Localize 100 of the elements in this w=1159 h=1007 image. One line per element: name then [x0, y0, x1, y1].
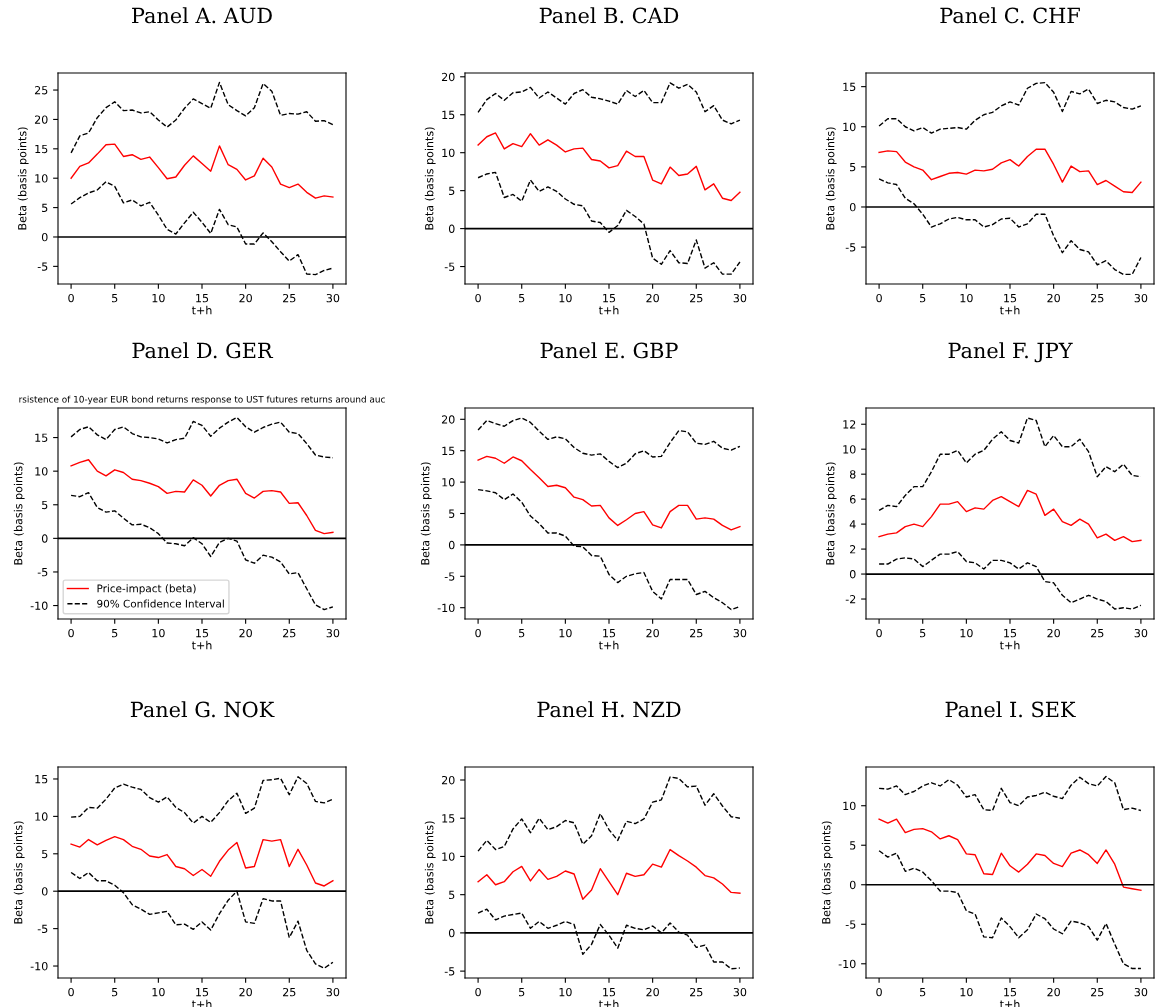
- y-tick-label: 15: [843, 82, 856, 92]
- y-tick-label: 5: [42, 500, 48, 510]
- x-tick-label: 30: [1134, 987, 1148, 997]
- y-tick-label: 20: [441, 415, 455, 424]
- x-axis-title: t+h: [999, 305, 1020, 315]
- chart-title: Panel E. GBP: [540, 342, 678, 359]
- y-tick-label: 5: [42, 203, 48, 212]
- x-tick-label: 10: [559, 293, 572, 303]
- x-tick-label: 15: [196, 294, 209, 303]
- y-axis-title: Beta (basis points): [821, 821, 833, 924]
- chart-title: Panel F. JPY: [948, 342, 1073, 363]
- x-tick-label: 30: [733, 987, 747, 997]
- x-tick-label: 20: [239, 987, 252, 997]
- y-tick-label: 5: [449, 186, 455, 196]
- y-axis-title: Beta (basis points): [13, 821, 25, 924]
- y-tick-label: -5: [37, 262, 48, 271]
- y-tick-label: 15: [442, 814, 455, 823]
- x-tick-label: 25: [690, 987, 703, 997]
- x-axis-title: t+h: [598, 640, 619, 650]
- y-axis-title: Beta (basis points): [17, 127, 29, 230]
- y-tick-label: 10: [35, 812, 48, 821]
- x-tick-label: 25: [690, 628, 703, 638]
- y-tick-label: 10: [843, 801, 856, 811]
- y-tick-label: -10: [30, 962, 48, 971]
- y-tick-label: -10: [437, 603, 455, 613]
- y-tick-label: -5: [444, 967, 455, 976]
- x-tick-label: 5: [519, 629, 525, 638]
- x-tick-label: 0: [475, 987, 481, 997]
- y-tick-label: 2: [850, 545, 856, 554]
- x-tick-label: 15: [1004, 629, 1017, 638]
- x-tick-label: 10: [559, 628, 572, 638]
- line-series: [70, 835, 334, 887]
- line-series: [477, 132, 741, 202]
- y-tick-label: 5: [850, 162, 856, 172]
- x-tick-label: 0: [68, 293, 74, 303]
- y-tick-label: -5: [845, 920, 856, 929]
- x-tick-label: 25: [1091, 628, 1104, 638]
- x-tick-label: 20: [646, 293, 659, 303]
- y-tick-label: 0: [849, 880, 856, 890]
- line-series: [878, 775, 1142, 812]
- y-axis-title: Beta (basis points): [13, 462, 25, 565]
- x-tick-label: 5: [112, 294, 118, 303]
- y-tick-label: 25: [34, 86, 48, 95]
- y-tick-label: 10: [442, 478, 455, 487]
- legend-label: 90% Confidence Interval: [97, 599, 224, 608]
- y-tick-label: 0: [41, 232, 48, 242]
- y-tick-label: 0: [41, 887, 48, 896]
- y-tick-label: 15: [442, 110, 455, 120]
- y-tick-label: -10: [838, 959, 856, 969]
- y-tick-label: 5: [449, 509, 455, 518]
- y-tick-label: 5: [42, 849, 48, 859]
- y-tick-label: 20: [34, 115, 48, 124]
- x-tick-label: 0: [475, 628, 481, 638]
- x-tick-label: 25: [1091, 987, 1104, 997]
- x-tick-label: 30: [1134, 293, 1148, 303]
- y-tick-label: -5: [845, 243, 856, 252]
- x-tick-label: 0: [876, 987, 882, 997]
- line-series: [70, 459, 334, 535]
- x-tick-label: 15: [603, 629, 616, 638]
- chart-title: Panel I. SEK: [945, 701, 1076, 718]
- x-tick-label: 25: [690, 293, 703, 303]
- line-series: [477, 417, 741, 469]
- x-tick-label: 10: [960, 987, 973, 997]
- x-tick-label: 0: [68, 628, 74, 638]
- line-series: [477, 82, 741, 125]
- y-axis-title: Beta (basis points): [825, 462, 837, 565]
- x-tick-label: 5: [920, 294, 926, 303]
- x-tick-label: 5: [519, 988, 525, 997]
- line-series: [878, 417, 1142, 512]
- x-tick-label: 10: [152, 987, 165, 997]
- y-tick-label: -5: [444, 572, 455, 581]
- x-tick-label: 10: [559, 987, 572, 997]
- x-tick-label: 30: [326, 987, 340, 997]
- x-tick-label: 30: [1134, 628, 1148, 638]
- x-tick-label: 25: [283, 293, 296, 303]
- y-tick-label: 4: [849, 520, 856, 529]
- x-tick-label: 20: [1047, 987, 1060, 997]
- y-tick-label: 15: [35, 775, 48, 784]
- x-axis-title: t+h: [999, 640, 1020, 650]
- line-series: [878, 148, 1142, 194]
- y-tick-label: 10: [35, 174, 48, 183]
- x-tick-label: 5: [519, 294, 525, 303]
- y-tick-label: 10: [843, 122, 856, 132]
- chart-title: Panel H. NZD: [537, 701, 681, 718]
- chart-title: Panel D. GER: [132, 342, 274, 359]
- line-series: [878, 818, 1142, 891]
- line-series: [477, 776, 741, 852]
- y-tick-label: 0: [849, 570, 856, 579]
- y-tick-label: 10: [442, 852, 455, 861]
- y-tick-label: 10: [442, 148, 455, 158]
- y-tick-label: -5: [444, 262, 455, 271]
- x-tick-label: 30: [733, 628, 747, 638]
- chart-title: Panel G. NOK: [130, 701, 275, 718]
- chart-subtitle: rsistence of 10-year EUR bond returns response to UST futures returns around auc: [19, 395, 385, 405]
- x-axis-title: t+h: [598, 305, 619, 315]
- line-series: [70, 776, 334, 824]
- y-tick-label: -5: [37, 924, 48, 933]
- x-tick-label: 20: [1047, 293, 1060, 303]
- y-tick-label: 8: [849, 470, 856, 479]
- y-axis-title: Beta (basis points): [825, 127, 837, 230]
